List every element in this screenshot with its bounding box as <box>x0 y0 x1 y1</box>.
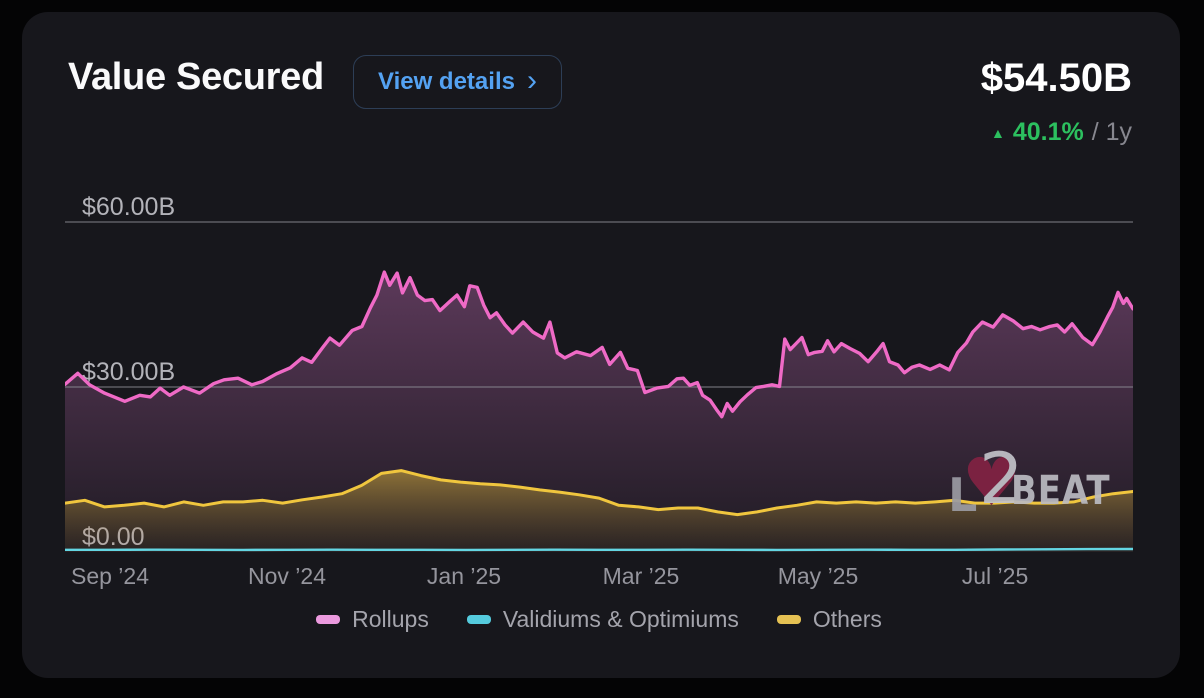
legend-label: Validiums & Optimiums <box>502 606 739 632</box>
legend-label: Rollups <box>352 606 429 632</box>
legend-swatch-icon <box>776 615 801 624</box>
x-axis-label-1: Nov ’24 <box>248 563 326 589</box>
legend-label: Others <box>812 606 882 632</box>
change-period: / 1y <box>1091 118 1132 146</box>
legend-item-2: Others <box>776 606 882 633</box>
page-title: Value Secured <box>68 56 324 98</box>
y-axis-label-60: $60.00B <box>82 193 176 221</box>
change-percent: 40.1% <box>1012 118 1084 146</box>
x-axis-label-4: May ’25 <box>777 563 859 589</box>
legend-swatch-icon <box>466 615 491 624</box>
rollups-area <box>65 272 1133 552</box>
arrow-up-icon: ▲ <box>990 124 1005 141</box>
value-secured-card: Value Secured View details › $54.50B ▲ 4… <box>22 12 1180 678</box>
rollups-line <box>65 270 1133 419</box>
x-axis-labels: Sep ’24 Nov ’24 Jan ’25 Mar ’25 May ’25 Jul ’… <box>65 563 1133 591</box>
legend-item-1: Validiums & Optimiums <box>466 606 739 633</box>
others-area <box>65 470 1133 552</box>
chevron-right-icon: › <box>526 63 537 97</box>
view-details-button[interactable]: View details › <box>353 55 562 109</box>
others-line <box>65 469 1133 517</box>
validiums-line <box>65 547 1133 552</box>
x-axis-label-2: Jan ’25 <box>426 563 502 589</box>
y-axis-label-30: $30.00B <box>82 358 176 386</box>
value-secured-chart[interactable] <box>65 200 1133 556</box>
x-axis-label-3: Mar ’25 <box>602 563 680 589</box>
legend-item-0: Rollups <box>316 606 429 633</box>
legend-swatch-icon <box>316 615 341 624</box>
x-axis-label-5: Jul ’25 <box>961 563 1029 589</box>
chart-legend: Rollups Validiums & Optimiums Others <box>65 606 1133 633</box>
view-details-label: View details <box>378 68 515 95</box>
total-value: $54.50B <box>980 56 1132 100</box>
change-badge: ▲ 40.1% / 1y <box>991 118 1132 147</box>
x-axis-label-0: Sep ’24 <box>70 563 150 589</box>
